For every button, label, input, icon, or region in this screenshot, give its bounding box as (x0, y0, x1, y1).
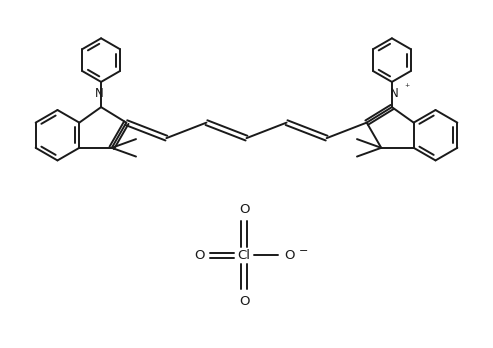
Text: N: N (389, 87, 398, 100)
Text: Cl: Cl (238, 249, 250, 262)
Text: O: O (239, 295, 249, 308)
Text: ⁺: ⁺ (404, 82, 409, 93)
Text: O: O (284, 249, 294, 262)
Text: −: − (298, 246, 308, 255)
Text: N: N (95, 87, 104, 100)
Text: O: O (239, 203, 249, 216)
Text: O: O (194, 249, 204, 262)
